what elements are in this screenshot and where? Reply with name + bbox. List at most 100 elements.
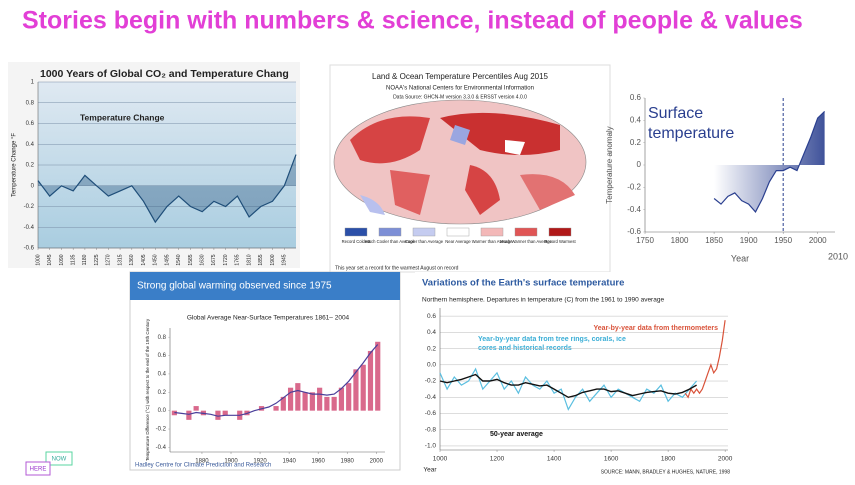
bar — [360, 364, 366, 411]
annotation-box: Year-by-year data from tree rings, coral… — [478, 336, 626, 352]
line — [684, 320, 726, 399]
map — [333, 99, 587, 225]
x-tick-label: 1315 — [117, 254, 123, 265]
area — [38, 154, 296, 223]
x-axis-label: Year — [423, 467, 437, 474]
y-tick-label: -0.2 — [627, 182, 641, 191]
legend-label: Record Coldest — [342, 239, 372, 244]
bar — [273, 406, 279, 411]
panel — [129, 271, 401, 471]
slide-title: Stories begin with numbers & science, in… — [22, 7, 803, 35]
y-tick-label: 0.6 — [26, 121, 35, 127]
subtitle: Global Average Near-Surface Temperatures… — [187, 315, 350, 322]
x-tick-label: 1600 — [604, 456, 619, 463]
legend-swatch — [344, 227, 368, 237]
line — [174, 344, 379, 417]
y-tick-label: 1 — [31, 80, 35, 86]
x-tick-label: 1950 — [774, 236, 792, 245]
x-tick-label: 1400 — [547, 456, 562, 463]
source: Data Source: GHCN-M version 3.3.0 & ERSS… — [393, 94, 527, 100]
y-tick-label: 0.4 — [158, 372, 167, 378]
bar — [375, 341, 381, 411]
x-tick-label: 1980 — [341, 459, 355, 465]
legend-label: Near Average — [445, 239, 471, 244]
y-tick-label: 0.6 — [158, 353, 167, 359]
bar — [302, 392, 308, 411]
series-label: Year-by-year data from thermometers — [594, 325, 719, 332]
y-tick-label: 0.6 — [427, 313, 436, 320]
y-axis-label: Temperature Difference (°C) with respect… — [145, 318, 150, 461]
y-axis-label: Temperature Change °F — [12, 133, 18, 197]
note: This year set a record for the warmest A… — [335, 265, 459, 271]
x-tick-label: 1960 — [311, 459, 325, 465]
x-tick-label: 2000 — [809, 236, 827, 245]
x-tick-label: 1000 — [35, 254, 41, 265]
x-tick-label: 1750 — [636, 236, 654, 245]
header-bar — [130, 272, 400, 300]
x-tick-label: 1630 — [200, 254, 206, 265]
bar — [193, 406, 199, 411]
y-tick-label: -0.4 — [156, 445, 167, 451]
y-tick-label: -0.6 — [24, 246, 35, 252]
x-tick-label: 1270 — [106, 254, 112, 265]
y-tick-label: 0.2 — [158, 390, 167, 396]
badge-box — [45, 451, 73, 466]
footer: Hadley Centre for Climate Prediction and… — [135, 463, 271, 469]
legend-swatch — [378, 227, 402, 237]
x-tick-label: 2000 — [718, 456, 733, 463]
bar — [317, 387, 323, 411]
bar — [215, 410, 221, 420]
x-tick-label: 1810 — [246, 254, 252, 265]
bar — [280, 396, 286, 411]
y-tick-label: 0.2 — [630, 138, 642, 147]
y-axis-label: Temperature anomaly — [605, 126, 614, 203]
series-label: Year-by-year data from tree rings, coral… — [478, 336, 626, 352]
x-tick-label: 1450 — [153, 254, 159, 265]
y-tick-label: 0.8 — [158, 335, 167, 341]
chart-title: Variations of the Earth's surface temper… — [422, 278, 624, 289]
annotation: 2010 — [828, 251, 848, 261]
line — [713, 110, 826, 213]
y-tick-label: -0.4 — [425, 394, 437, 401]
bar — [367, 350, 374, 411]
legend-swatch — [412, 227, 436, 237]
chart-title: Land & Ocean Temperature Percentiles Aug… — [372, 72, 549, 81]
chart-title-box: Surface temperature — [648, 105, 734, 142]
y-tick-label: -0.8 — [425, 426, 437, 433]
x-tick-label: 1900 — [224, 459, 238, 465]
y-tick-label: -1.0 — [425, 443, 437, 450]
x-tick-label: 1585 — [188, 254, 194, 265]
y-tick-label: 0.0 — [158, 408, 167, 414]
x-tick-label: 1000 — [433, 456, 448, 463]
y-tick-label: 0.4 — [427, 329, 436, 336]
legend-swatch — [446, 227, 470, 237]
x-tick-label: 1360 — [129, 254, 135, 265]
y-tick-label: -0.6 — [425, 410, 437, 417]
x-tick-label: 1225 — [94, 254, 100, 265]
x-tick-label: 1945 — [282, 254, 288, 265]
x-tick-label: 1200 — [490, 456, 505, 463]
x-tick-label: 1540 — [176, 254, 182, 265]
y-tick-label: 0.8 — [26, 100, 35, 106]
x-tick-label: 1765 — [235, 254, 241, 265]
y-tick-label: -0.6 — [627, 227, 641, 236]
x-tick-label: 1405 — [141, 254, 147, 265]
area — [714, 111, 825, 212]
subtitle: NOAA's National Centers for Environmenta… — [386, 86, 534, 92]
legend-label: Much Warmer than Average — [500, 239, 553, 244]
line — [439, 367, 698, 411]
badge-text: HERE — [30, 467, 47, 473]
x-tick-label: 1800 — [671, 236, 689, 245]
x-tick-label: 1900 — [740, 236, 758, 245]
x-tick-label: 1900 — [270, 254, 276, 265]
y-tick-label: -0.2 — [425, 378, 437, 385]
x-tick-label: 1880 — [195, 459, 209, 465]
x-tick-label: 1045 — [47, 254, 53, 265]
x-tick-label: 1135 — [71, 254, 77, 265]
y-tick-label: -0.4 — [627, 205, 641, 214]
bar — [338, 387, 345, 411]
x-tick-label: 1180 — [82, 254, 88, 265]
y-tick-label: 0.4 — [630, 115, 642, 124]
legend-label: Cooler than Average — [405, 239, 444, 244]
x-tick-label: 2000 — [370, 459, 384, 465]
